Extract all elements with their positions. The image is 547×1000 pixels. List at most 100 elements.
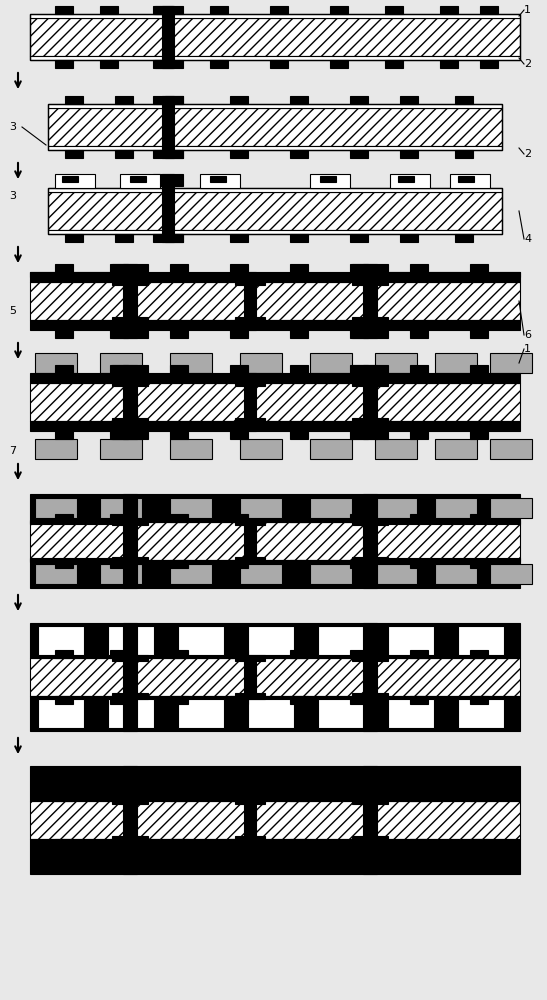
Bar <box>55 60 73 68</box>
Bar <box>310 498 352 518</box>
Bar <box>372 558 520 562</box>
Bar <box>100 439 142 459</box>
Bar <box>153 174 183 186</box>
Bar <box>170 650 188 658</box>
Bar <box>352 380 388 386</box>
Bar <box>470 365 488 373</box>
Bar <box>35 439 77 459</box>
Bar <box>375 564 417 584</box>
Bar <box>110 560 128 568</box>
Text: 2: 2 <box>524 149 531 159</box>
Bar <box>115 234 133 242</box>
Bar <box>30 383 520 421</box>
Bar <box>385 60 403 68</box>
Bar <box>48 104 502 108</box>
Bar <box>55 514 73 522</box>
Bar <box>455 96 473 104</box>
Bar <box>30 14 520 18</box>
Bar <box>178 842 224 871</box>
Bar <box>352 655 388 661</box>
Bar <box>290 264 308 272</box>
Bar <box>410 330 428 338</box>
Bar <box>200 174 240 188</box>
Bar <box>35 498 77 518</box>
Bar <box>65 234 83 242</box>
Bar <box>270 6 288 14</box>
Bar <box>318 699 364 728</box>
Bar <box>123 365 137 439</box>
Bar <box>235 798 265 804</box>
Text: 3: 3 <box>9 191 16 201</box>
Bar <box>290 431 308 439</box>
Bar <box>170 560 188 568</box>
Bar <box>110 650 128 658</box>
Bar <box>358 272 520 277</box>
Bar <box>470 330 488 338</box>
Bar <box>470 793 488 801</box>
Bar <box>112 365 148 373</box>
Bar <box>230 560 248 568</box>
Bar <box>350 330 368 338</box>
Bar <box>490 439 532 459</box>
Bar <box>458 626 504 655</box>
Bar <box>248 699 294 728</box>
Bar <box>458 769 504 798</box>
Bar <box>410 650 428 658</box>
Bar <box>248 626 294 655</box>
Text: 3: 3 <box>9 122 16 132</box>
Bar <box>350 839 368 847</box>
Bar <box>410 793 428 801</box>
Bar <box>410 365 428 373</box>
Bar <box>350 96 368 104</box>
Bar <box>30 558 142 562</box>
Bar <box>230 365 248 373</box>
Bar <box>178 699 224 728</box>
Bar <box>108 626 154 655</box>
Bar <box>112 798 148 804</box>
Bar <box>230 330 248 338</box>
Bar <box>350 793 368 801</box>
Bar <box>155 6 173 14</box>
Bar <box>30 560 520 588</box>
Bar <box>375 498 417 518</box>
Bar <box>112 380 148 386</box>
Bar <box>318 626 364 655</box>
Bar <box>30 421 520 431</box>
Bar <box>170 696 188 704</box>
Bar <box>230 793 248 801</box>
Bar <box>235 380 265 386</box>
Bar <box>235 279 265 285</box>
Bar <box>480 60 498 68</box>
Bar <box>310 439 352 459</box>
Bar <box>290 96 308 104</box>
Bar <box>38 699 84 728</box>
Bar <box>153 6 183 14</box>
Text: 1: 1 <box>524 344 531 354</box>
Bar <box>30 623 520 658</box>
Bar <box>112 317 148 323</box>
Bar <box>170 365 188 373</box>
Bar <box>455 234 473 242</box>
Bar <box>290 330 308 338</box>
Bar <box>112 655 148 661</box>
Bar <box>55 264 73 272</box>
Bar <box>178 626 224 655</box>
Bar <box>240 353 282 373</box>
Bar <box>110 514 128 522</box>
Bar <box>244 801 256 839</box>
Bar <box>153 234 183 242</box>
Bar <box>230 150 248 158</box>
Bar <box>490 564 532 584</box>
Bar <box>55 174 95 188</box>
Bar <box>38 626 84 655</box>
Bar <box>330 60 348 68</box>
Bar <box>470 431 488 439</box>
Bar <box>48 230 502 234</box>
Bar <box>455 150 473 158</box>
Bar <box>290 839 308 847</box>
Bar <box>470 650 488 658</box>
Bar <box>162 174 174 242</box>
Bar <box>470 696 488 704</box>
Bar <box>162 6 174 68</box>
Bar <box>155 60 173 68</box>
